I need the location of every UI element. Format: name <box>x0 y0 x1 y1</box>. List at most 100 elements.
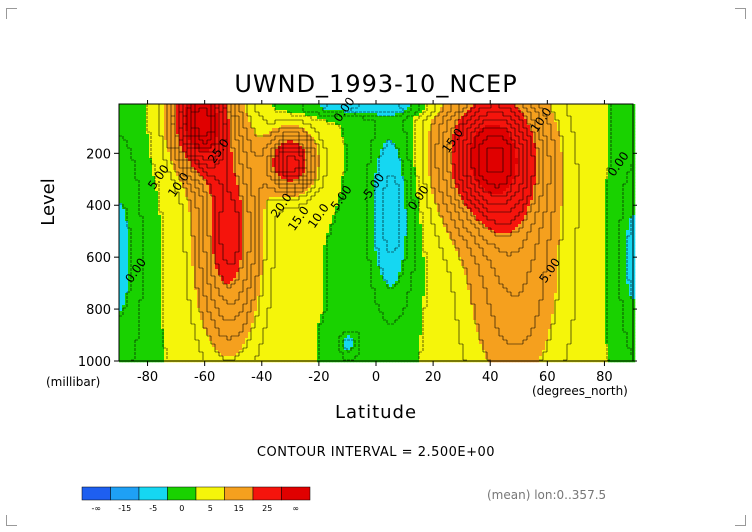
contour-cell <box>167 137 171 141</box>
contour-cell <box>197 155 201 159</box>
contour-cell <box>488 110 492 114</box>
contour-cell <box>419 125 423 129</box>
contour-cell <box>464 152 468 156</box>
contour-cell <box>377 179 381 183</box>
contour-cell <box>605 128 609 132</box>
contour-cell <box>188 143 192 147</box>
contour-cell <box>224 122 228 126</box>
contour-cell <box>239 131 243 135</box>
contour-cell <box>578 113 582 117</box>
contour-cell <box>566 137 570 141</box>
contour-cell <box>122 182 126 186</box>
contour-cell <box>581 110 585 114</box>
contour-cell <box>587 152 591 156</box>
contour-cell <box>143 185 147 189</box>
contour-cell <box>173 125 177 129</box>
contour-cell <box>254 182 258 186</box>
contour-cell <box>314 113 318 117</box>
contour-cell <box>323 164 327 168</box>
contour-cell <box>629 161 633 165</box>
contour-cell <box>389 104 393 108</box>
contour-cell <box>164 173 168 177</box>
contour-cell <box>530 179 534 183</box>
contour-cell <box>500 125 504 129</box>
contour-cell <box>449 131 453 135</box>
contour-cell <box>416 167 420 171</box>
contour-cell <box>356 173 360 177</box>
contour-cell <box>233 176 237 180</box>
contour-cell <box>359 158 363 162</box>
contour-cell <box>215 164 219 168</box>
contour-cell <box>221 110 225 114</box>
contour-cell <box>620 134 624 138</box>
contour-cell <box>380 140 384 144</box>
contour-cell <box>476 107 480 111</box>
contour-cell <box>212 155 216 159</box>
contour-cell <box>524 173 528 177</box>
contour-cell <box>272 173 276 177</box>
contour-cell <box>389 125 393 129</box>
contour-cell <box>518 152 522 156</box>
contour-cell <box>431 140 435 144</box>
contour-cell <box>536 173 540 177</box>
contour-cell <box>587 104 591 108</box>
contour-cell <box>269 173 273 177</box>
contour-cell <box>563 179 567 183</box>
contour-cell <box>281 158 285 162</box>
contour-cell <box>536 140 540 144</box>
contour-cell <box>371 107 375 111</box>
contour-cell <box>629 125 633 129</box>
contour-cell <box>209 146 213 150</box>
contour-cell <box>167 164 171 168</box>
contour-cell <box>344 134 348 138</box>
contour-cell <box>221 182 225 186</box>
contour-cell <box>242 131 246 135</box>
contour-cell <box>347 155 351 159</box>
contour-cell <box>143 122 147 126</box>
contour-cell <box>467 152 471 156</box>
contour-cell <box>245 116 249 120</box>
contour-cell <box>305 146 309 150</box>
contour-cell <box>401 116 405 120</box>
contour-cell <box>341 188 345 192</box>
contour-cell <box>536 170 540 174</box>
contour-cell <box>356 104 360 108</box>
contour-cell <box>623 152 627 156</box>
contour-cell <box>167 152 171 156</box>
contour-cell <box>272 152 276 156</box>
contour-cell <box>608 149 612 153</box>
contour-cell <box>302 185 306 189</box>
contour-cell <box>302 128 306 132</box>
contour-cell <box>209 167 213 171</box>
contour-cell <box>422 176 426 180</box>
contour-cell <box>278 140 282 144</box>
contour-cell <box>119 116 123 120</box>
contour-cell <box>461 152 465 156</box>
contour-cell <box>482 185 486 189</box>
contour-cell <box>428 137 432 141</box>
contour-cell <box>164 167 168 171</box>
contour-cell <box>218 113 222 117</box>
contour-cell <box>623 155 627 159</box>
contour-cell <box>125 185 129 189</box>
contour-cell <box>539 140 543 144</box>
contour-cell <box>518 164 522 168</box>
contour-cell <box>308 158 312 162</box>
contour-cell <box>407 131 411 135</box>
contour-cell <box>128 164 132 168</box>
contour-cell <box>542 149 546 153</box>
contour-cell <box>578 167 582 171</box>
contour-cell <box>587 113 591 117</box>
contour-cell <box>254 188 258 192</box>
contour-cell <box>239 158 243 162</box>
contour-cell <box>281 137 285 141</box>
contour-cell <box>455 134 459 138</box>
contour-cell <box>311 152 315 156</box>
contour-cell <box>350 110 354 114</box>
contour-cell <box>167 176 171 180</box>
contour-cell <box>332 176 336 180</box>
contour-cell <box>284 116 288 120</box>
contour-cell <box>209 128 213 132</box>
contour-cell <box>464 182 468 186</box>
contour-cell <box>530 152 534 156</box>
